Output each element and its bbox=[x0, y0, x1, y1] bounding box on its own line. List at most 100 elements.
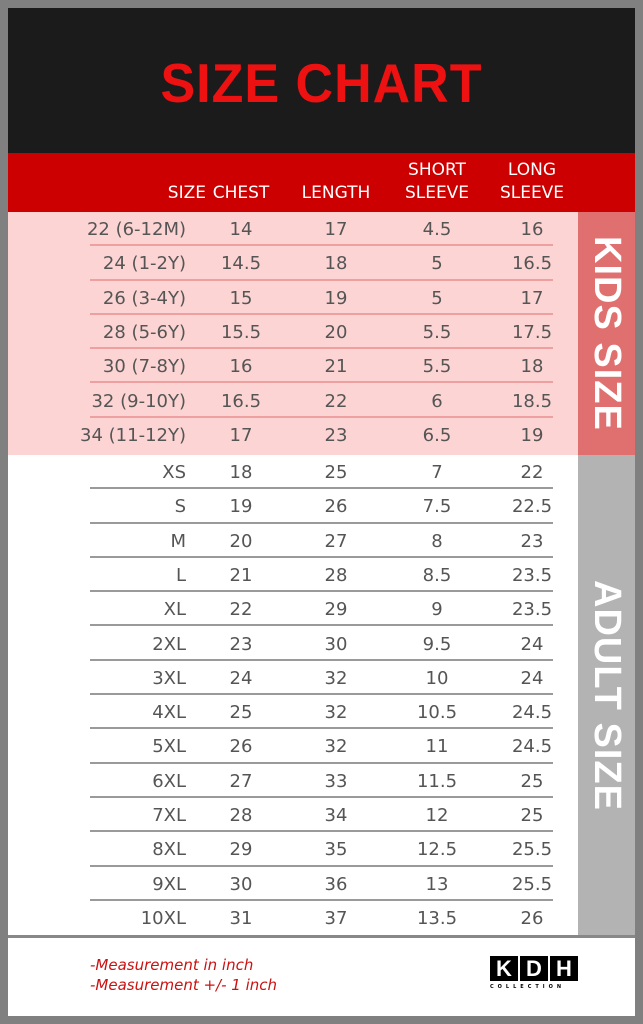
cell-size: 5XL bbox=[152, 736, 186, 758]
cell-chest: 26 bbox=[229, 736, 253, 758]
cell-length: 37 bbox=[324, 907, 348, 929]
cell-length: 18 bbox=[324, 253, 348, 275]
cell-long-sleeve: 24 bbox=[520, 633, 544, 655]
cell-long-sleeve: 25 bbox=[520, 770, 544, 792]
cell-chest: 28 bbox=[229, 805, 253, 826]
cell-short-sleeve: 10 bbox=[425, 667, 449, 689]
row-divider bbox=[90, 347, 553, 350]
cell-chest: 14.5 bbox=[220, 253, 262, 275]
cell-length: 25 bbox=[324, 462, 348, 483]
cell-long-sleeve: 18.5 bbox=[511, 390, 553, 412]
cell-length: 35 bbox=[324, 839, 348, 861]
row-divider bbox=[90, 312, 553, 315]
table-row: 7XL 28 34 12 25 bbox=[8, 798, 578, 833]
cell-short-sleeve: 9 bbox=[431, 599, 443, 621]
cell-size: 2XL bbox=[152, 633, 186, 655]
cell-length: 30 bbox=[324, 633, 348, 655]
cell-length: 36 bbox=[324, 873, 348, 895]
row-divider bbox=[90, 693, 553, 696]
cell-long-sleeve: 26 bbox=[520, 907, 544, 929]
cell-short-sleeve: 9.5 bbox=[422, 633, 452, 655]
cell-chest: 14 bbox=[229, 219, 253, 240]
cell-size: 24 (1-2Y) bbox=[102, 253, 186, 275]
kids-size-label: KIDS SIZE bbox=[578, 212, 635, 455]
cell-length: 19 bbox=[324, 287, 348, 309]
table-row: 5XL 26 32 11 24.5 bbox=[8, 729, 578, 764]
row-divider bbox=[90, 521, 553, 524]
table-header: SIZE CHEST LENGTH SHORT SLEEVE LONG SLEEVE bbox=[8, 153, 635, 212]
table-row: 4XL 25 32 10.5 24.5 bbox=[8, 695, 578, 730]
row-divider bbox=[90, 487, 553, 490]
cell-long-sleeve: 22.5 bbox=[511, 496, 553, 518]
cell-short-sleeve: 8.5 bbox=[422, 564, 452, 586]
cell-short-sleeve: 6.5 bbox=[422, 424, 452, 446]
cell-long-sleeve: 16 bbox=[520, 219, 544, 240]
cell-short-sleeve: 5 bbox=[431, 253, 443, 275]
cell-chest: 31 bbox=[229, 907, 253, 929]
table-row: 10XL 31 37 13.5 26 bbox=[8, 901, 578, 935]
cell-chest: 25 bbox=[229, 702, 253, 724]
cell-chest: 22 bbox=[229, 599, 253, 621]
table-row: 9XL 30 36 13 25.5 bbox=[8, 867, 578, 901]
cell-long-sleeve: 24 bbox=[520, 667, 544, 689]
cell-long-sleeve: 17.5 bbox=[511, 321, 553, 343]
cell-long-sleeve: 25.5 bbox=[511, 873, 553, 895]
cell-chest: 21 bbox=[229, 564, 253, 586]
cell-short-sleeve: 13.5 bbox=[416, 907, 458, 929]
cell-size: 32 (9-10Y) bbox=[91, 390, 186, 412]
cell-short-sleeve: 12 bbox=[425, 805, 449, 826]
cell-chest: 30 bbox=[229, 873, 253, 895]
cell-length: 21 bbox=[324, 356, 348, 378]
cell-length: 29 bbox=[324, 599, 348, 621]
table-row: 30 (7-8Y) 16 21 5.5 18 bbox=[8, 349, 578, 384]
row-divider bbox=[90, 658, 553, 661]
footer: -Measurement in inch -Measurement +/- 1 … bbox=[8, 935, 635, 1016]
cell-short-sleeve: 5.5 bbox=[422, 356, 452, 378]
row-divider bbox=[90, 830, 553, 833]
cell-short-sleeve: 12.5 bbox=[416, 839, 458, 861]
cell-chest: 16 bbox=[229, 356, 253, 378]
cell-size: 28 (5-6Y) bbox=[102, 321, 186, 343]
cell-chest: 27 bbox=[229, 770, 253, 792]
cell-short-sleeve: 7 bbox=[431, 462, 443, 483]
table-row: 24 (1-2Y) 14.5 18 5 16.5 bbox=[8, 246, 578, 281]
cell-chest: 18 bbox=[229, 462, 253, 483]
cell-size: M bbox=[170, 530, 186, 552]
header-length: LENGTH bbox=[301, 183, 371, 203]
cell-size: S bbox=[174, 496, 186, 518]
cell-long-sleeve: 25 bbox=[520, 805, 544, 826]
header-chest: CHEST bbox=[212, 183, 270, 203]
cell-size: L bbox=[175, 564, 186, 586]
header-long-sleeve: LONG SLEEVE bbox=[499, 160, 565, 203]
table-row: L 21 28 8.5 23.5 bbox=[8, 558, 578, 593]
cell-size: 34 (11-12Y) bbox=[80, 424, 186, 446]
cell-length: 22 bbox=[324, 390, 348, 412]
cell-short-sleeve: 8 bbox=[431, 530, 443, 552]
cell-size: 9XL bbox=[152, 873, 186, 895]
table-row: XL 22 29 9 23.5 bbox=[8, 592, 578, 627]
table-row: 26 (3-4Y) 15 19 5 17 bbox=[8, 281, 578, 315]
cell-short-sleeve: 13 bbox=[425, 873, 449, 895]
table-row: M 20 27 8 23 bbox=[8, 524, 578, 558]
row-divider bbox=[90, 415, 553, 418]
cell-long-sleeve: 24.5 bbox=[511, 702, 553, 724]
cell-size: XL bbox=[163, 599, 186, 621]
row-divider bbox=[90, 555, 553, 558]
cell-size: 26 (3-4Y) bbox=[102, 287, 186, 309]
page-title: SIZE CHART bbox=[160, 53, 483, 115]
cell-chest: 24 bbox=[229, 667, 253, 689]
table-row: XS 18 25 7 22 bbox=[8, 455, 578, 490]
note-units: -Measurement in inch bbox=[90, 956, 254, 974]
cell-short-sleeve: 5.5 bbox=[422, 321, 452, 343]
table-row: 8XL 29 35 12.5 25.5 bbox=[8, 832, 578, 867]
cell-long-sleeve: 22 bbox=[520, 462, 544, 483]
header-size: SIZE bbox=[167, 183, 206, 203]
cell-chest: 16.5 bbox=[220, 390, 262, 412]
cell-long-sleeve: 24.5 bbox=[511, 736, 553, 758]
table-row: 3XL 24 32 10 24 bbox=[8, 661, 578, 696]
cell-short-sleeve: 11 bbox=[425, 736, 449, 758]
cell-length: 26 bbox=[324, 496, 348, 518]
cell-length: 23 bbox=[324, 424, 348, 446]
cell-length: 32 bbox=[324, 702, 348, 724]
